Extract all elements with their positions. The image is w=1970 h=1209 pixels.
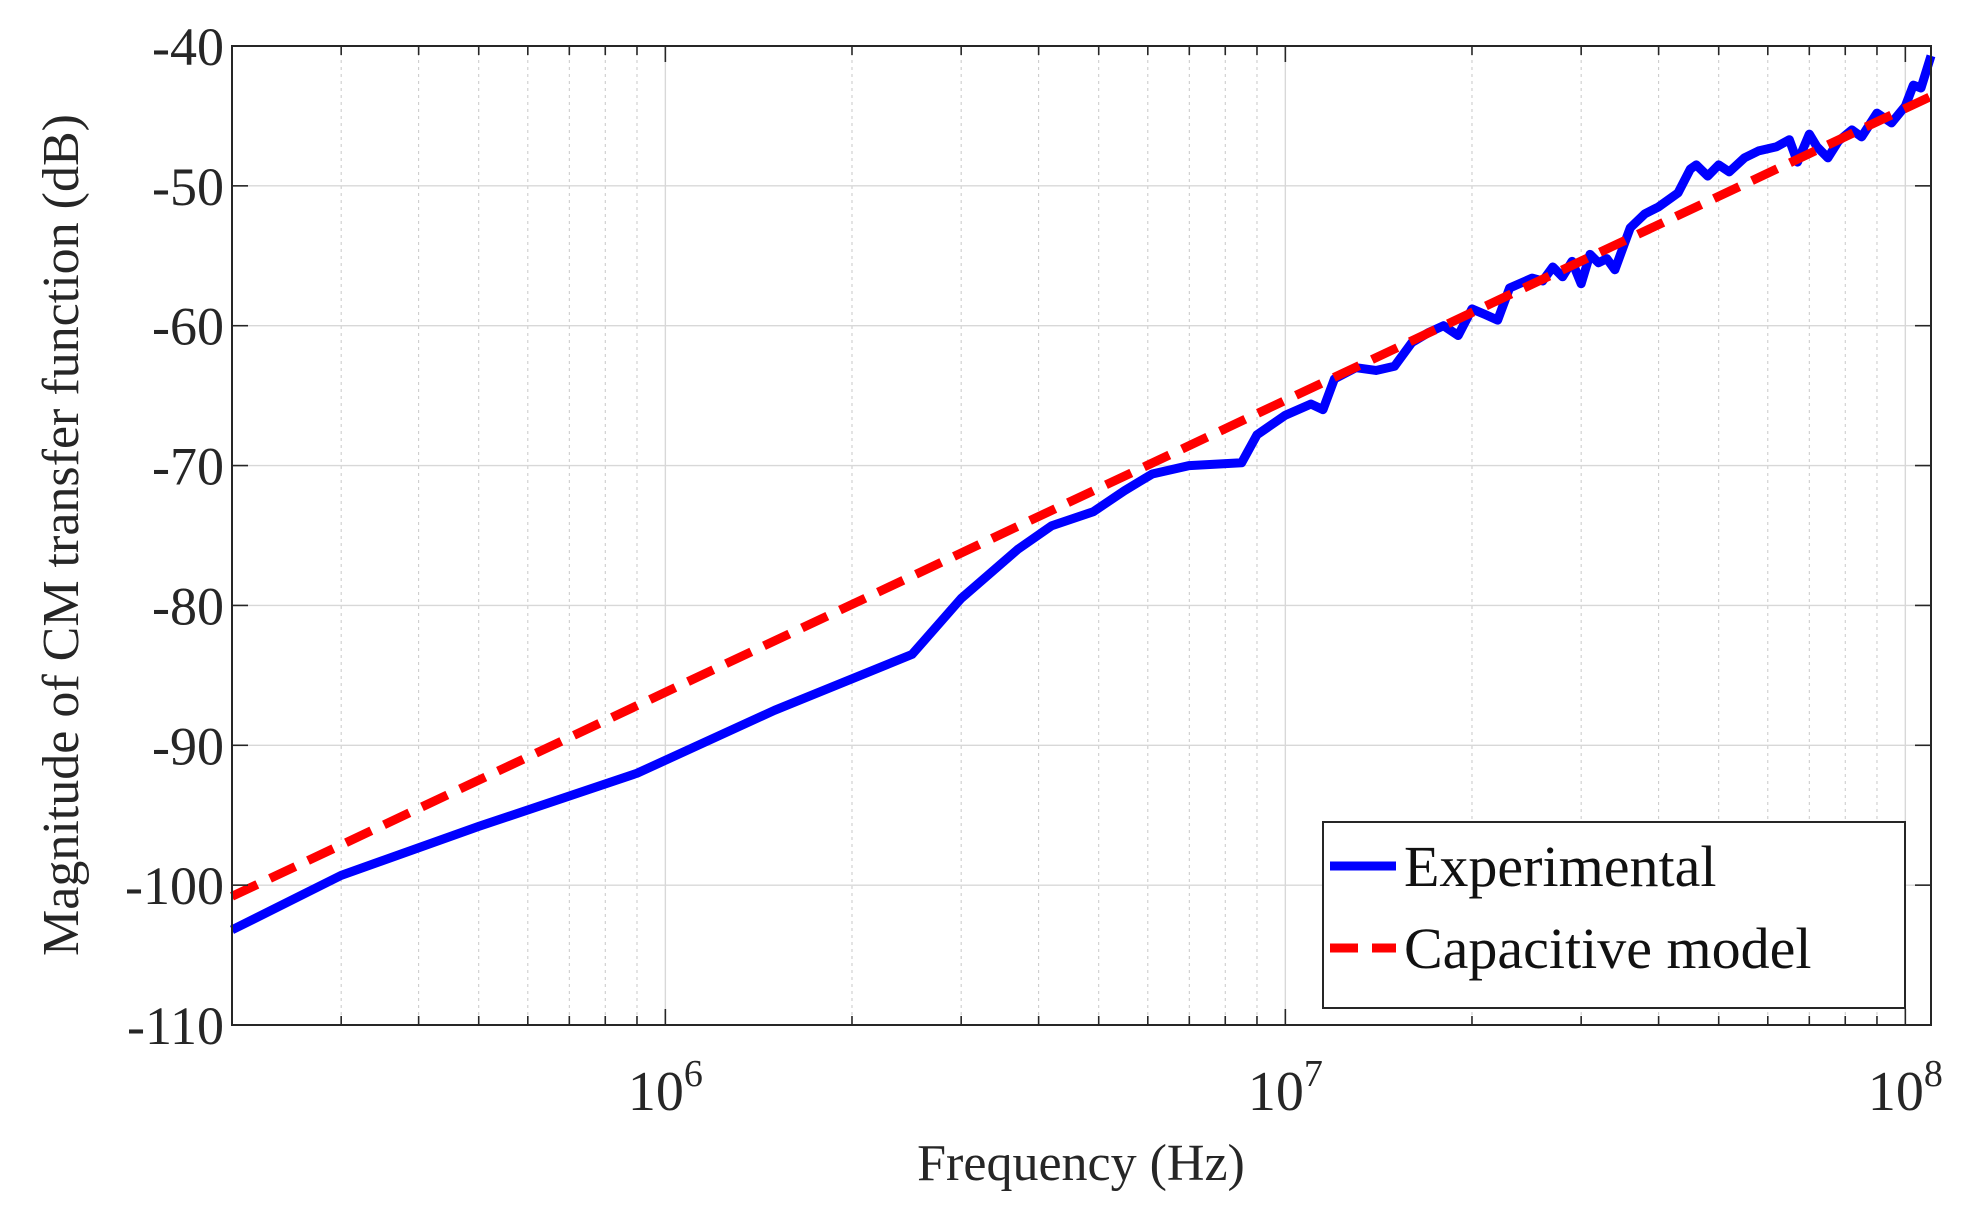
y-tick-label: -60 — [152, 297, 224, 357]
plot-border — [231, 45, 1932, 1026]
tick-layer: -110 -100 -90 -80 -70 -60 -50 -40 106 107 108 — [125, 17, 1943, 1123]
experimental-series-line — [229, 54, 1936, 934]
y-tick-label: -40 — [152, 17, 224, 77]
y-axis-title: Magnitude of CM transfer function (dB) — [33, 114, 90, 956]
x-tick-label: 107 — [1248, 1053, 1323, 1123]
y-tick-label: -110 — [127, 996, 224, 1056]
x-axis-title: Frequency (Hz) — [917, 1135, 1245, 1192]
legend-capacitive-model-label: Capacitive model — [1404, 916, 1811, 981]
y-tick-label: -80 — [152, 576, 224, 636]
capacitive-model-series-line — [230, 92, 1933, 901]
series-layer — [229, 54, 1936, 934]
x-tick-label: 106 — [628, 1053, 703, 1123]
y-tick-label: -100 — [125, 856, 224, 916]
legend-experimental-label: Experimental — [1404, 834, 1716, 899]
legend-box — [1322, 821, 1906, 1009]
y-tick-label: -70 — [152, 437, 224, 497]
x-tick-label: 108 — [1868, 1053, 1943, 1123]
y-tick-label: -50 — [152, 157, 224, 217]
legend: Experimental Capacitive model — [1322, 821, 1906, 1009]
y-tick-label: -90 — [152, 716, 224, 776]
